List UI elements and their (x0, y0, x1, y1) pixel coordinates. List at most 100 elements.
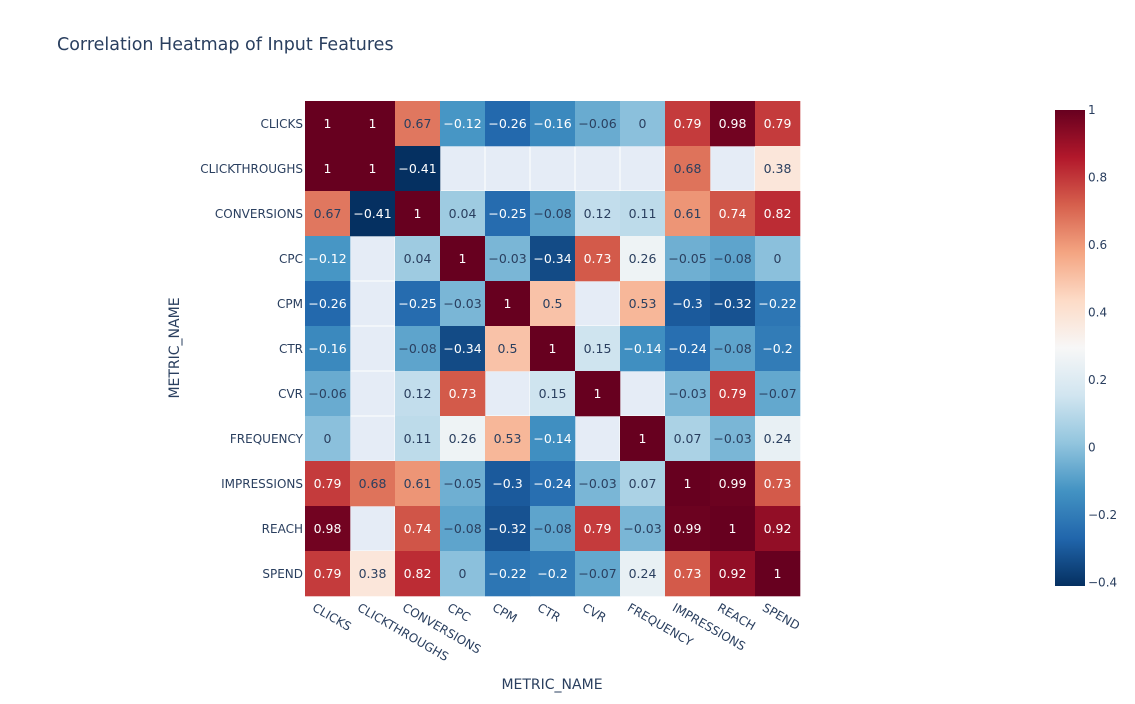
cell-value-label: −0.22 (758, 296, 796, 311)
y-axis-tick-label: IMPRESSIONS (221, 477, 303, 491)
cell-value-label: 1 (504, 296, 512, 311)
cell-value-label: 0.79 (719, 386, 747, 401)
heatmap-cell (665, 146, 711, 192)
cell-value-label: 0.26 (629, 251, 657, 266)
colorbar-layer: 1 0.8 0.6 0.4 0.2 0 −0.2 −0.4 (1055, 103, 1117, 590)
heatmap-cell (710, 551, 756, 597)
heatmap-cell (305, 506, 351, 552)
cell-value-label: 0.26 (449, 431, 477, 446)
heatmap-cell (440, 326, 486, 372)
heatmap-cell (395, 371, 441, 417)
heatmap-cell (395, 236, 441, 282)
heatmap-cell (755, 551, 801, 597)
heatmap-cell (575, 371, 621, 417)
y-axis-tick-label: CPC (279, 252, 303, 266)
cell-value-label: 1 (324, 161, 332, 176)
cell-value-label: −0.16 (533, 116, 571, 131)
cell-value-label: −0.03 (443, 296, 481, 311)
colorbar-gradient (1055, 110, 1085, 586)
cell-value-label: −0.05 (443, 476, 481, 491)
cell-value-label: 0.07 (674, 431, 702, 446)
heatmap-cell (755, 281, 801, 327)
heatmap-cell (395, 281, 441, 327)
heatmap-cell (485, 416, 531, 462)
cell-value-label: 0.61 (404, 476, 432, 491)
x-axis-tick-label: CPC (445, 600, 473, 624)
heatmap-cell (665, 371, 711, 417)
heatmap-cell (710, 236, 756, 282)
cell-value-label: 0.24 (764, 431, 792, 446)
chart-title: Correlation Heatmap of Input Features (57, 35, 394, 55)
heatmap-cell (710, 281, 756, 327)
heatmap-cell (485, 281, 531, 327)
y-axis-tick-label: FREQUENCY (230, 432, 304, 446)
cell-value-label: −0.41 (353, 206, 391, 221)
cell-value-label: −0.24 (533, 476, 571, 491)
cell-value-label: −0.05 (668, 251, 706, 266)
heatmap-cell (395, 506, 441, 552)
colorbar-tick-label: −0.2 (1088, 508, 1117, 522)
heatmap-cell (530, 461, 576, 507)
cell-value-label: 1 (729, 521, 737, 536)
heatmap-cell (485, 101, 531, 147)
heatmap-cell (485, 326, 531, 372)
heatmap-cell (530, 551, 576, 597)
cell-value-label: 0.61 (674, 206, 702, 221)
y-axis-tick-label: CVR (278, 387, 303, 401)
title-layer: Correlation Heatmap of Input Features (57, 35, 394, 55)
cell-value-label: 0.38 (359, 566, 387, 581)
cell-value-label: 0.11 (629, 206, 657, 221)
heatmap-cell (440, 101, 486, 147)
cell-value-label: −0.08 (533, 521, 571, 536)
heatmap-cell (620, 506, 666, 552)
heatmap-cell (395, 416, 441, 462)
cell-value-label: −0.2 (762, 341, 792, 356)
heatmap-cell (530, 506, 576, 552)
cell-value-label: −0.03 (668, 386, 706, 401)
heatmap-cell (350, 101, 396, 147)
cell-value-label: 0.79 (314, 476, 342, 491)
heatmap-cell (305, 461, 351, 507)
heatmap-cell (530, 371, 576, 417)
cell-value-label: 0.53 (494, 431, 522, 446)
heatmap-cell (485, 506, 531, 552)
cell-value-label: 0.98 (719, 116, 747, 131)
cell-value-label: 0.15 (539, 386, 567, 401)
cell-value-label: −0.32 (713, 296, 751, 311)
cell-value-label: 1 (324, 116, 332, 131)
heatmap-cell (440, 281, 486, 327)
heatmap-cell (665, 416, 711, 462)
heatmap-cell (665, 191, 711, 237)
heatmap-cell (755, 236, 801, 282)
cell-value-label: 0.92 (764, 521, 792, 536)
heatmap-cell (440, 371, 486, 417)
cell-value-label: 0.79 (764, 116, 792, 131)
cell-value-label: −0.3 (672, 296, 702, 311)
cell-value-label: 0.98 (314, 521, 342, 536)
axis-title-layer: METRIC_NAME METRIC_NAME (167, 297, 603, 693)
cell-value-label: −0.34 (533, 251, 571, 266)
heatmap-cell (485, 191, 531, 237)
heatmap-cell (440, 506, 486, 552)
cell-value-label: −0.07 (578, 566, 616, 581)
heatmap-cell (755, 371, 801, 417)
heatmap-cell (395, 101, 441, 147)
heatmap-cell (350, 461, 396, 507)
cell-value-label: 0.73 (584, 251, 612, 266)
heatmap-cell (710, 506, 756, 552)
heatmap-cell (530, 191, 576, 237)
cell-value-label: 1 (414, 206, 422, 221)
heatmap-cell (350, 146, 396, 192)
cell-value-label: 0.99 (719, 476, 747, 491)
cell-value-label: −0.14 (623, 341, 661, 356)
heatmap-cell (620, 101, 666, 147)
heatmap-cell (485, 551, 531, 597)
x-axis-tick-label: CPM (490, 600, 519, 625)
cell-value-label: 0.12 (404, 386, 432, 401)
heatmap-cell (755, 101, 801, 147)
heatmap-cell (440, 236, 486, 282)
x-axis-title: METRIC_NAME (501, 677, 602, 693)
x-axis-tick-label: CVR (580, 600, 609, 625)
heatmap-cell (530, 281, 576, 327)
cell-value-label: 1 (369, 116, 377, 131)
